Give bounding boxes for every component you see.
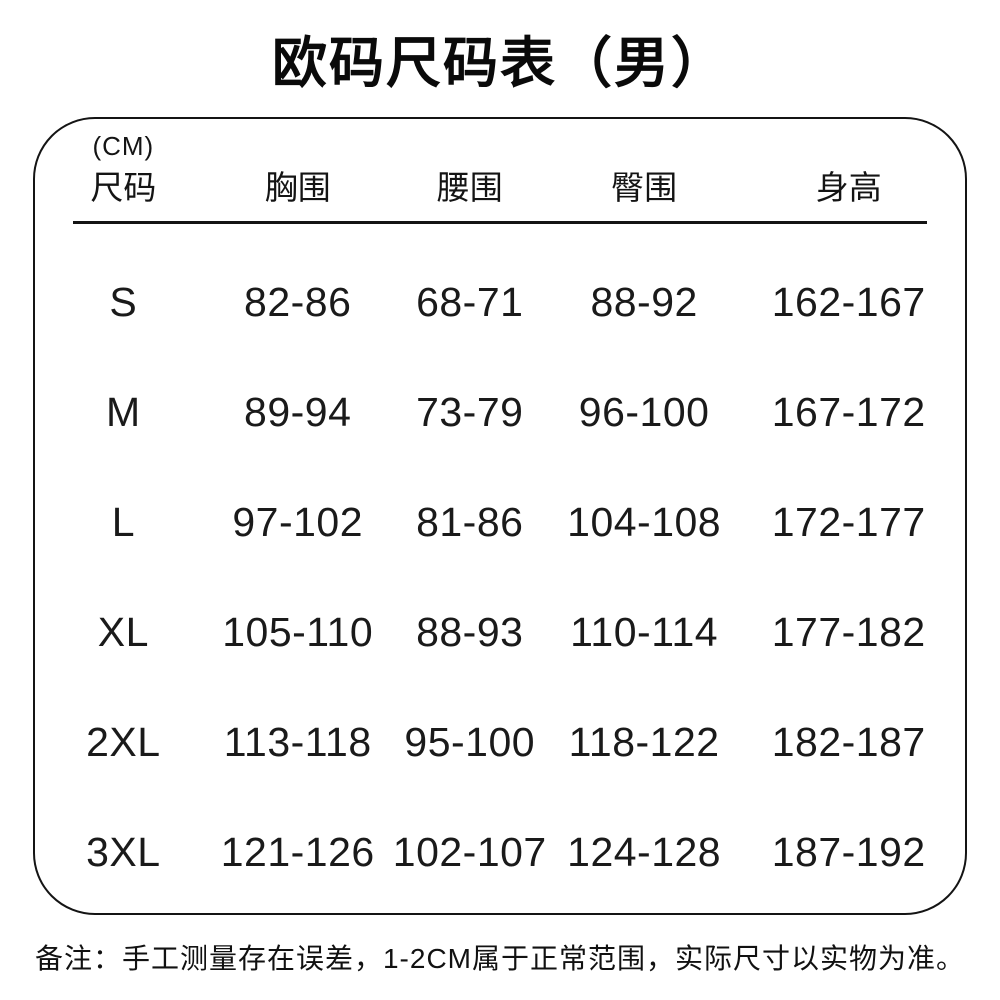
- cell-waist: 88-93: [416, 608, 524, 655]
- cell-hip: 104-108: [567, 498, 722, 545]
- cell-chest: 89-94: [244, 388, 352, 435]
- cell-chest: 105-110: [222, 608, 374, 655]
- cell-hip: 96-100: [578, 388, 710, 435]
- table-row: M 89-94 73-79 96-100 167-172: [35, 357, 965, 467]
- column-header-waist: 腰围: [436, 168, 503, 206]
- table-row: 2XL 113-118 95-100 118-122 182-187: [35, 687, 965, 797]
- table-row: 3XL 121-126 102-107 124-128 187-192: [35, 797, 965, 907]
- size-table: S 82-86 68-71 88-92 162-167 M 89-94 73-7…: [35, 247, 965, 907]
- note: 备注：手工测量存在误差，1-2CM属于正常范围，实际尺寸以实物为准。: [34, 943, 966, 975]
- column-header-size: (CM) 尺码: [35, 131, 212, 221]
- table-row: L 97-102 81-86 104-108 172-177: [35, 467, 965, 577]
- cell-waist: 81-86: [416, 498, 524, 545]
- cell-height: 167-172: [771, 388, 926, 435]
- cell-size: 3XL: [86, 828, 161, 875]
- cell-chest: 82-86: [244, 278, 352, 325]
- cell-waist: 102-107: [392, 828, 547, 875]
- column-header-size-label: 尺码: [90, 168, 157, 206]
- size-chart-card: (CM) 尺码 胸围 腰围 臀围 身高 S 82-86 68-71 88-92 …: [33, 117, 967, 916]
- column-header-chest: 胸围: [264, 168, 331, 206]
- cell-size: L: [111, 498, 135, 545]
- header-divider: [73, 221, 927, 225]
- cell-waist: 95-100: [404, 718, 536, 765]
- table-row: S 82-86 68-71 88-92 162-167: [35, 247, 965, 357]
- cell-hip: 124-128: [567, 828, 722, 875]
- cell-size: S: [109, 278, 138, 325]
- cell-hip: 88-92: [590, 278, 698, 325]
- cell-size: M: [106, 388, 141, 435]
- column-header-height: 身高: [815, 168, 882, 206]
- cell-waist: 68-71: [416, 278, 524, 325]
- cell-chest: 97-102: [232, 498, 364, 545]
- cell-size: XL: [97, 608, 149, 655]
- column-header-hip: 臀围: [611, 168, 678, 206]
- cell-chest: 121-126: [220, 828, 375, 875]
- cell-height: 162-167: [771, 278, 926, 325]
- cell-size: 2XL: [86, 718, 161, 765]
- cell-hip: 118-122: [568, 718, 720, 765]
- cell-height: 187-192: [771, 828, 926, 875]
- table-row: XL 105-110 88-93 110-114 177-182: [35, 577, 965, 687]
- cell-hip: 110-114: [570, 608, 719, 655]
- cell-height: 172-177: [771, 498, 926, 545]
- cell-height: 177-182: [771, 608, 926, 655]
- table-header-row: (CM) 尺码 胸围 腰围 臀围 身高: [35, 119, 965, 221]
- page-title: 欧码尺码表（男）: [271, 32, 728, 94]
- cell-chest: 113-118: [223, 718, 372, 765]
- cell-waist: 73-79: [416, 388, 524, 435]
- cell-height: 182-187: [771, 718, 926, 765]
- unit-label: (CM): [92, 131, 155, 162]
